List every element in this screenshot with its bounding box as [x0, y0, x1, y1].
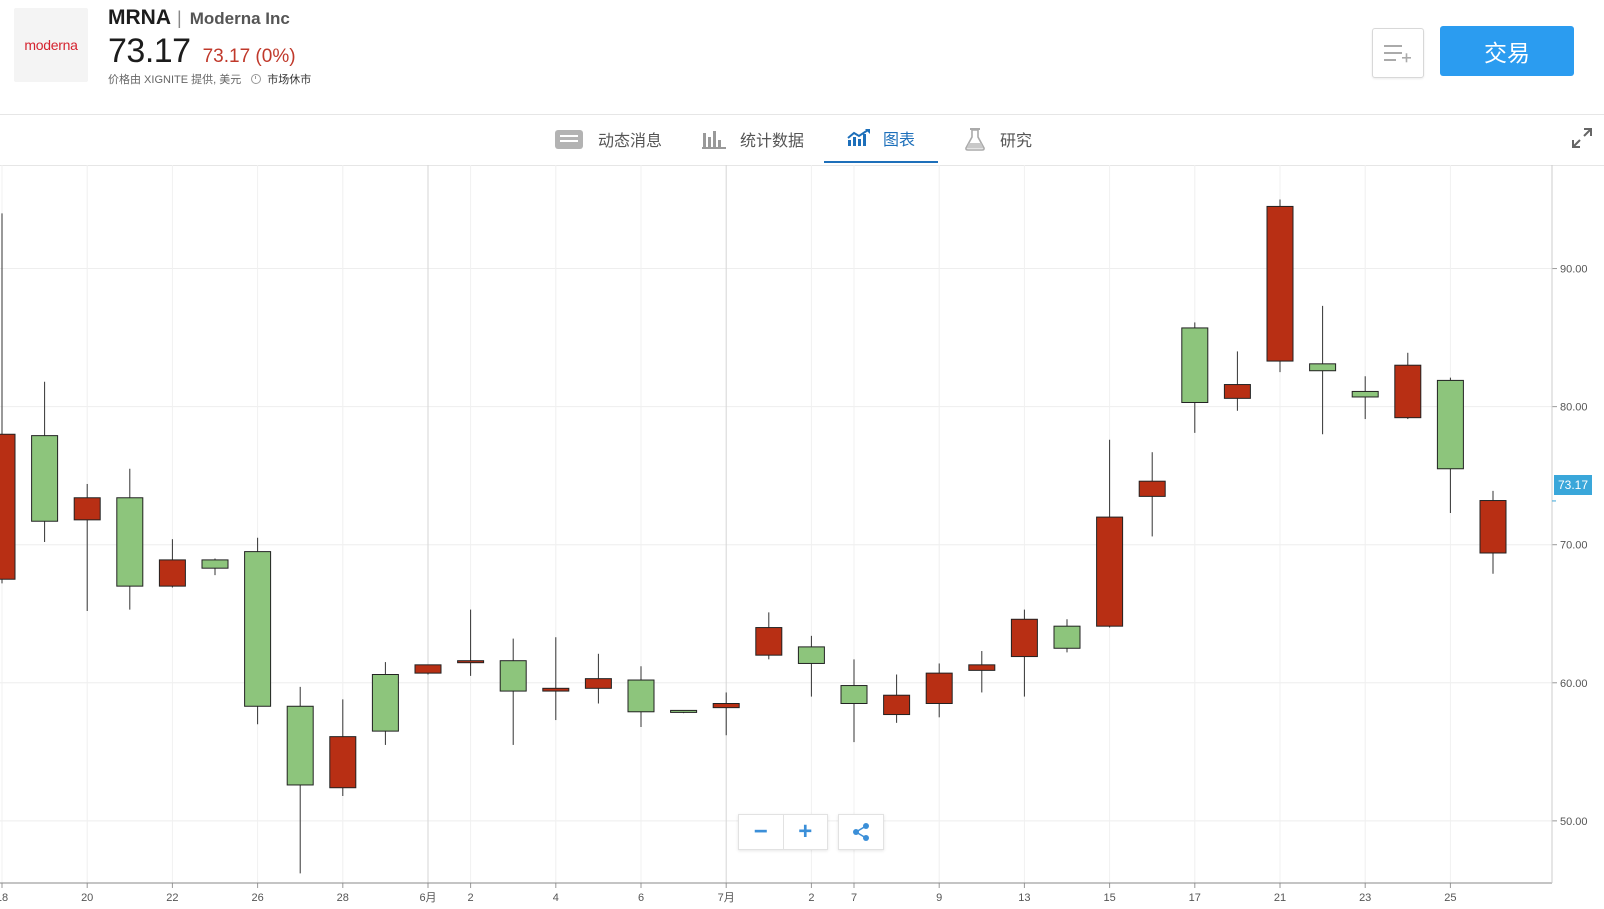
- candle-body: [1138, 480, 1166, 497]
- candle-body: [840, 685, 868, 704]
- tab-research-label: 研究: [1000, 133, 1033, 150]
- candle-body: [158, 559, 186, 587]
- tab-stats-label: 统计数据: [740, 133, 805, 150]
- x-tick-label: 20: [81, 892, 93, 904]
- title-separator: |: [177, 8, 182, 28]
- zoom-out-button[interactable]: −: [739, 815, 784, 849]
- candle-body: [1351, 390, 1379, 398]
- y-tick-label: 90.00: [1560, 264, 1588, 276]
- price-row: 73.17 73.17 (0%): [108, 32, 296, 71]
- x-tick-label: 28: [337, 892, 349, 904]
- candle-body: [371, 674, 399, 732]
- candle-body: [925, 672, 953, 704]
- x-tick-label: 7月: [718, 892, 735, 904]
- candlestick-chart[interactable]: 90.00 80.00 70.00 60.00 50.00 18 20 22 26 28 6月 2 4 6…: [0, 165, 1604, 909]
- x-tick-label: 17: [1189, 892, 1201, 904]
- zoom-controls: − +: [738, 814, 828, 850]
- y-tick-label: 60.00: [1560, 678, 1588, 690]
- candle-body: [755, 627, 783, 656]
- tab-chart-label: 图表: [882, 132, 915, 149]
- candle-body: [329, 736, 357, 789]
- add-to-watchlist-button[interactable]: [1372, 28, 1424, 78]
- candle-body: [797, 646, 825, 664]
- candle-body: [670, 709, 698, 713]
- zoom-in-button[interactable]: +: [798, 818, 813, 845]
- candle-body: [116, 497, 144, 587]
- tab-news-label: 动态消息: [598, 133, 663, 150]
- y-tick-label: 80.00: [1560, 402, 1588, 414]
- x-tick-label: 22: [166, 892, 178, 904]
- candle-body: [1053, 625, 1081, 649]
- news-icon: [554, 128, 584, 150]
- price-change: 73.17 (0%): [202, 46, 296, 67]
- candle-body: [883, 694, 911, 716]
- candle-body: [1394, 364, 1422, 419]
- x-tick-label: 21: [1274, 892, 1286, 904]
- candle-body: [1436, 379, 1464, 470]
- trade-button[interactable]: 交易: [1440, 26, 1574, 76]
- tab-stats[interactable]: 统计数据: [702, 115, 804, 163]
- candle-body: [712, 703, 740, 709]
- candle-body: [0, 433, 16, 580]
- tab-chart[interactable]: 图表: [824, 115, 938, 163]
- candle-body: [1096, 516, 1124, 627]
- flask-icon: [964, 127, 986, 151]
- tab-research[interactable]: 研究: [964, 115, 1032, 163]
- x-tick-label: 6月: [419, 892, 436, 904]
- x-tick-label: 4: [553, 892, 559, 904]
- bar-stats-icon: [702, 129, 726, 149]
- candle-body: [286, 705, 314, 786]
- instrument-header: moderna MRNA | Moderna Inc 73.17 73.17 (…: [0, 0, 1604, 115]
- candle-body: [1479, 500, 1507, 554]
- candle-body: [1266, 205, 1294, 362]
- candle-body: [73, 497, 101, 521]
- x-tick-label: 26: [251, 892, 263, 904]
- y-tick-label: 70.00: [1560, 540, 1588, 552]
- logo-text: moderna: [24, 37, 78, 53]
- candle-body: [1010, 618, 1038, 658]
- x-tick-label: 7: [851, 892, 857, 904]
- price-chart[interactable]: 90.00 80.00 70.00 60.00 50.00 18 20 22 26 28 6月 2 4 6…: [0, 165, 1604, 909]
- expand-icon[interactable]: [1570, 126, 1594, 150]
- current-price: 73.17: [108, 32, 191, 70]
- x-tick-label: 25: [1444, 892, 1456, 904]
- candle-body: [1181, 327, 1209, 403]
- company-logo: moderna: [14, 8, 88, 82]
- candle-body: [457, 660, 485, 664]
- candle-body: [244, 551, 272, 707]
- candle-body: [1309, 363, 1337, 372]
- candle-body: [584, 678, 612, 689]
- candle-body: [201, 559, 229, 569]
- company-name: Moderna Inc: [189, 9, 290, 28]
- x-tick-label: 2: [468, 892, 474, 904]
- candle-body: [542, 687, 570, 692]
- ticker-symbol: MRNA: [108, 6, 171, 29]
- candle-body: [1223, 384, 1251, 399]
- x-tick-label: 18: [0, 892, 8, 904]
- title-row: MRNA | Moderna Inc: [108, 6, 290, 30]
- market-status: 市场休市: [267, 74, 312, 86]
- price-source: 价格由 XIGNITE 提供, 美元: [108, 74, 242, 86]
- x-tick-label: 6: [638, 892, 644, 904]
- clock-icon: [251, 74, 262, 84]
- chart-trend-icon: [847, 128, 871, 148]
- share-icon: [853, 823, 869, 841]
- x-tick-label: 9: [936, 892, 942, 904]
- share-button[interactable]: [838, 814, 884, 850]
- candle-body: [968, 664, 996, 671]
- candle-body: [414, 664, 442, 674]
- candle-body: [627, 679, 655, 713]
- candle-body: [499, 660, 527, 692]
- price-source-row: 价格由 XIGNITE 提供, 美元 市场休市: [108, 71, 311, 87]
- x-tick-label: 23: [1359, 892, 1371, 904]
- section-tabs: 动态消息 统计数据 图表 研究: [0, 115, 1604, 166]
- y-tick-label: 50.00: [1560, 816, 1588, 828]
- add-to-list-icon: [1384, 45, 1411, 63]
- x-tick-label: 15: [1103, 892, 1115, 904]
- x-tick-label: 13: [1018, 892, 1030, 904]
- last-price-tag: 73.17: [1554, 475, 1592, 495]
- candle-body: [31, 435, 59, 522]
- x-tick-label: 2: [808, 892, 814, 904]
- tab-news[interactable]: 动态消息: [554, 115, 662, 163]
